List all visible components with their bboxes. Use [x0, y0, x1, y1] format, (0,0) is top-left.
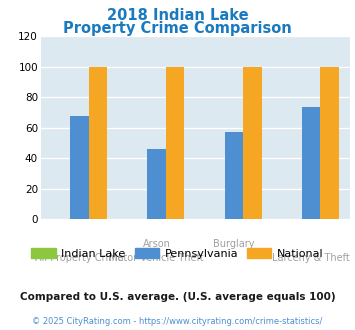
Bar — [225, 132, 243, 219]
Text: Larceny & Theft: Larceny & Theft — [272, 253, 350, 263]
Text: Property Crime Comparison: Property Crime Comparison — [63, 21, 292, 36]
Bar — [320, 67, 339, 219]
Bar — [147, 149, 166, 219]
Bar — [89, 67, 107, 219]
Text: Compared to U.S. average. (U.S. average equals 100): Compared to U.S. average. (U.S. average … — [20, 292, 335, 302]
Bar — [243, 67, 262, 219]
Bar — [166, 67, 185, 219]
Bar — [302, 107, 320, 219]
Text: All Property Crime: All Property Crime — [35, 253, 124, 263]
Text: Burglary: Burglary — [213, 239, 255, 249]
Bar — [70, 115, 89, 219]
Text: 2018 Indian Lake: 2018 Indian Lake — [107, 8, 248, 23]
Text: Arson: Arson — [143, 239, 171, 249]
Legend: Indian Lake, Pennsylvania, National: Indian Lake, Pennsylvania, National — [27, 244, 328, 263]
Text: © 2025 CityRating.com - https://www.cityrating.com/crime-statistics/: © 2025 CityRating.com - https://www.city… — [32, 317, 323, 326]
Text: Motor Vehicle Theft: Motor Vehicle Theft — [109, 253, 204, 263]
